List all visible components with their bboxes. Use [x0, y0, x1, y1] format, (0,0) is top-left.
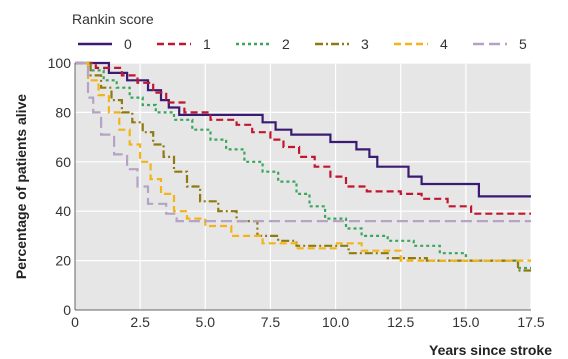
y-tick-label: 20 [55, 253, 71, 269]
series-line-rankin-1 [75, 61, 531, 215]
legend-label-rankin-5: 5 [519, 36, 527, 52]
x-tick-label: 15.0 [452, 314, 479, 330]
y-tick-label: 100 [48, 55, 72, 71]
legend-title: Rankin score [72, 11, 154, 27]
x-tick-label: 2.5 [130, 314, 150, 330]
y-tick-label: 0 [63, 302, 71, 318]
series-line-rankin-2 [75, 61, 531, 270]
legend-label-rankin-3: 3 [361, 36, 369, 52]
x-tick-label: 17.5 [517, 314, 544, 330]
legend-label-rankin-2: 2 [282, 36, 290, 52]
legend-label-rankin-1: 1 [203, 36, 211, 52]
x-axis-title: Years since stroke [429, 342, 552, 358]
y-tick-label: 80 [55, 104, 71, 120]
plot-area [75, 63, 531, 310]
x-tick-label: 5.0 [196, 314, 216, 330]
legend-label-rankin-0: 0 [124, 36, 132, 52]
series-line-rankin-3 [75, 61, 531, 272]
series-line-rankin-5 [75, 61, 531, 223]
y-axis-title: Percentage of patients alive [13, 94, 29, 279]
x-tick-label: 12.5 [387, 314, 414, 330]
legend-label-rankin-4: 4 [440, 36, 448, 52]
x-tick-label: 7.5 [261, 314, 281, 330]
legend: Rankin score 0 1 2 3 4 5 [72, 11, 527, 52]
y-tick-label: 40 [55, 203, 71, 219]
x-tick-label: 0 [71, 314, 79, 330]
series-line-rankin-0 [75, 61, 531, 198]
y-tick-label: 60 [55, 154, 71, 170]
x-tick-label: 10.0 [322, 314, 349, 330]
series-line-rankin-4 [75, 61, 531, 262]
